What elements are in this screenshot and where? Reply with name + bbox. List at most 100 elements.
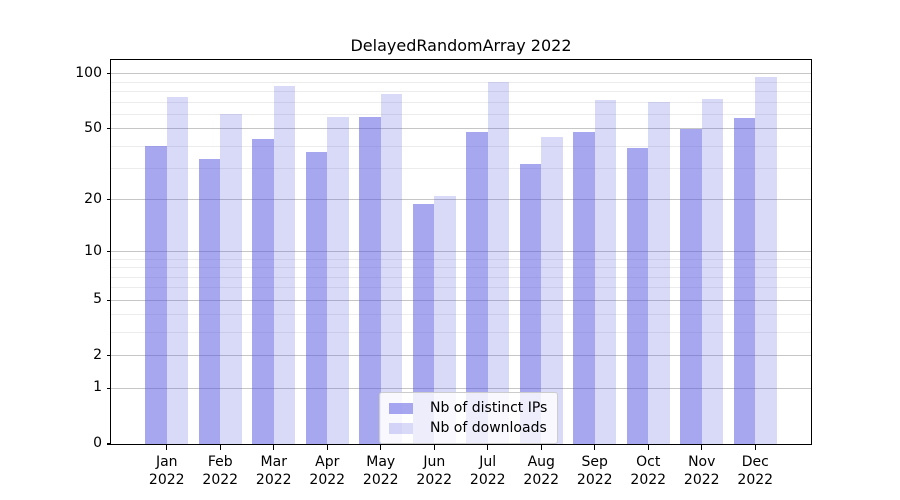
x-tickmark-feb <box>219 445 221 450</box>
x-tickmark-sep <box>594 445 596 450</box>
x-ticklabel-oct: Oct 2022 <box>616 453 680 489</box>
bar-feb-downloads <box>220 114 242 444</box>
x-tickmark-may <box>380 445 382 450</box>
gridline-70 <box>111 101 811 103</box>
bar-nov-distinct-ips <box>680 128 702 444</box>
legend-label-distinct-ips: Nb of distinct IPs <box>430 400 548 416</box>
bar-feb-distinct-ips <box>198 158 221 444</box>
x-ticklabel-jan: Jan 2022 <box>135 453 199 489</box>
x-tickmark-oct <box>647 445 649 450</box>
x-ticklabel-month: Apr <box>315 454 340 470</box>
gridline-100 <box>111 73 811 75</box>
x-tickmark-jul <box>487 445 489 450</box>
gridline-10 <box>111 251 811 253</box>
x-ticklabel-month: Nov <box>688 454 716 470</box>
x-ticklabel-aug: Aug 2022 <box>509 453 573 489</box>
chart-title: DelayedRandomArray 2022 <box>350 36 572 55</box>
x-ticklabel-month: Sep <box>581 454 608 470</box>
bar-aug-downloads <box>541 136 563 444</box>
y-tickmark-10 <box>106 251 111 253</box>
x-ticklabel-dec: Dec 2022 <box>723 453 787 489</box>
legend-item-downloads: Nb of downloads <box>389 418 547 438</box>
gridline-9 <box>111 258 811 260</box>
gridline-60 <box>111 113 811 115</box>
gridline-2 <box>111 355 811 357</box>
gridline-7 <box>111 276 811 278</box>
y-ticklabel-0: 0 <box>93 435 102 451</box>
x-ticklabel-year: 2022 <box>523 472 560 488</box>
y-ticklabel-20: 20 <box>84 190 102 207</box>
x-ticklabel-year: 2022 <box>148 472 185 488</box>
x-ticklabel-month: Feb <box>207 454 233 470</box>
x-tickmark-jan <box>166 445 168 450</box>
y-ticklabel-100: 100 <box>75 64 102 81</box>
x-ticklabel-month: Mar <box>260 454 287 470</box>
y-tickmark-100 <box>106 73 111 75</box>
x-tickmark-aug <box>540 445 542 450</box>
legend-swatch-distinct-ips <box>389 402 413 414</box>
gridline-3 <box>111 332 811 334</box>
plot-area: Nb of distinct IPs Nb of downloads <box>111 60 811 444</box>
bar-aug-distinct-ips <box>519 163 542 444</box>
bar-apr-downloads <box>327 116 349 444</box>
gridline-40 <box>111 145 811 147</box>
bar-may-downloads <box>380 93 403 444</box>
legend-swatch-downloads <box>389 422 413 434</box>
y-tickmark-2 <box>106 355 111 357</box>
y-ticklabel-5: 5 <box>93 291 102 308</box>
gridline-80 <box>111 91 811 93</box>
y-tickmark-5 <box>106 299 111 301</box>
legend-item-distinct-ips: Nb of distinct IPs <box>389 398 547 418</box>
y-ticklabel-10: 10 <box>84 242 102 259</box>
x-ticklabel-year: 2022 <box>255 472 292 488</box>
bar-may-distinct-ips <box>359 116 381 444</box>
gridline-50 <box>111 128 811 130</box>
bar-nov-downloads <box>701 98 724 444</box>
gridline-6 <box>111 287 811 289</box>
bar-jul-downloads <box>487 82 510 444</box>
bar-jan-distinct-ips <box>145 146 167 444</box>
bar-oct-distinct-ips <box>626 148 649 444</box>
x-ticklabel-sep: Sep 2022 <box>563 453 627 489</box>
gridline-1 <box>111 387 811 389</box>
y-ticklabel-1: 1 <box>93 379 102 396</box>
bar-dec-downloads <box>755 77 777 444</box>
x-ticklabel-year: 2022 <box>202 472 239 488</box>
gridline-20 <box>111 199 811 201</box>
gridline-8 <box>111 267 811 269</box>
x-ticklabel-jun: Jun 2022 <box>402 453 466 489</box>
bar-jun-distinct-ips <box>412 203 435 444</box>
bar-oct-downloads <box>648 102 670 444</box>
x-ticklabel-month: Jan <box>155 454 178 470</box>
y-tickmark-20 <box>106 199 111 201</box>
x-ticklabel-month: Dec <box>741 454 769 470</box>
y-ticklabel-2: 2 <box>93 346 102 363</box>
x-ticklabel-month: Oct <box>636 454 661 470</box>
x-ticklabel-month: Aug <box>527 454 555 470</box>
x-ticklabel-year: 2022 <box>416 472 453 488</box>
x-tickmark-jun <box>433 445 435 450</box>
bar-mar-downloads <box>273 85 296 444</box>
x-ticklabel-nov: Nov 2022 <box>670 453 734 489</box>
x-ticklabel-year: 2022 <box>737 472 774 488</box>
bar-sep-downloads <box>594 99 617 444</box>
x-ticklabel-month: Jun <box>423 454 446 470</box>
legend: Nb of distinct IPs Nb of downloads <box>379 392 559 444</box>
x-ticklabel-month: May <box>366 454 396 470</box>
y-tickmark-0 <box>106 443 111 445</box>
legend-label-downloads: Nb of downloads <box>430 420 547 436</box>
x-ticklabel-apr: Apr 2022 <box>295 453 359 489</box>
x-ticklabel-year: 2022 <box>630 472 667 488</box>
x-tickmark-nov <box>701 445 703 450</box>
x-ticklabel-year: 2022 <box>683 472 720 488</box>
x-ticklabel-jul: Jul 2022 <box>456 453 520 489</box>
x-tickmark-dec <box>754 445 756 450</box>
bar-jun-downloads <box>434 196 456 444</box>
x-ticklabel-year: 2022 <box>469 472 506 488</box>
x-ticklabel-mar: Mar 2022 <box>242 453 306 489</box>
bar-jan-downloads <box>166 96 189 444</box>
gridline-4 <box>111 314 811 316</box>
bar-apr-distinct-ips <box>305 152 328 444</box>
y-ticklabel-50: 50 <box>84 119 102 136</box>
